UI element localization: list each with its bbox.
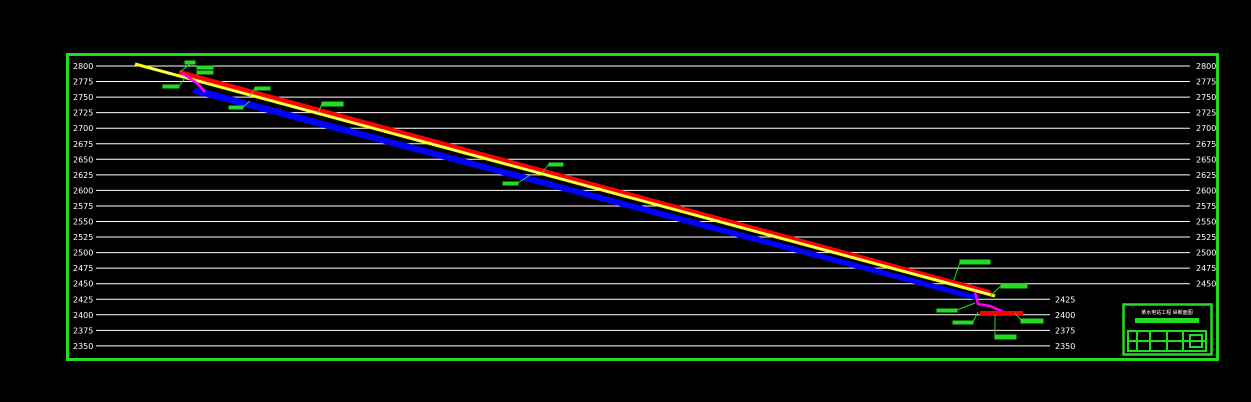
elevation-tick-label-right: 2525: [1196, 233, 1216, 242]
elevation-tick-label-right: 2675: [1196, 140, 1216, 149]
bottom-structure: [980, 311, 1023, 315]
callout-3: [162, 77, 186, 89]
elevation-tick-label-left: 2550: [73, 218, 93, 227]
elevation-tick-label-left: 2650: [73, 155, 93, 164]
elevation-tick-label-left: 2800: [73, 62, 93, 71]
callout-13: [1014, 312, 1044, 324]
elevation-tick-label-mid: 2350: [1055, 342, 1075, 351]
callout-7: [541, 162, 564, 174]
title-block-bar: [1135, 318, 1199, 323]
callout-5: [228, 100, 251, 110]
terrain-mark-lower: [973, 291, 1007, 315]
terrain-mark-upper: [181, 71, 206, 93]
elevation-tick-label-left: 2625: [73, 171, 93, 180]
elevation-tick-label-right: 2775: [1196, 78, 1216, 87]
callout-11: [936, 302, 976, 313]
title-block-heading: 某水电站工程 纵断面图: [1141, 309, 1193, 316]
elevation-tick-label-right: 2600: [1196, 186, 1216, 195]
elevation-tick-label-left: 2475: [73, 264, 93, 273]
surface-line-highlight: [149, 67, 991, 295]
elevation-tick-label-left: 2450: [73, 280, 93, 289]
elevation-tick-label-left: 2400: [73, 311, 93, 320]
elevation-tick-label-mid: 2375: [1055, 326, 1075, 335]
elevation-tick-label-right: 2575: [1196, 202, 1216, 211]
title-block-border: [1122, 303, 1213, 356]
elevation-tick-label-right: 2700: [1196, 124, 1216, 133]
elevation-tick-label-left: 2700: [73, 124, 93, 133]
callouts: [162, 60, 1044, 340]
elevation-gridlines: [96, 65, 1190, 347]
elevation-tick-label-right: 2500: [1196, 249, 1216, 258]
lower-profile-band: [192, 87, 980, 300]
callout-14: [994, 315, 1017, 340]
callout-1: [179, 60, 196, 73]
elevation-tick-label-right: 2800: [1196, 62, 1216, 71]
elevation-tick-label-right: 2475: [1196, 264, 1216, 273]
elevation-tick-label-left: 2500: [73, 249, 93, 258]
elevation-tick-label-left: 2575: [73, 202, 93, 211]
elevation-axis-left: 2800 2775 2750 2725 2700 2675 2650 2625 2600 2575…: [73, 62, 93, 351]
elevation-tick-label-right: 2625: [1196, 171, 1216, 180]
callout-6: [317, 101, 344, 114]
drawing-frame: [66, 53, 1219, 361]
elevation-tick-label-mid: 2400: [1055, 311, 1075, 320]
elevation-tick-label-left: 2350: [73, 342, 93, 351]
elevation-tick-label-right: 2725: [1196, 109, 1216, 118]
callout-2: [196, 65, 214, 75]
elevation-tick-label-left: 2775: [73, 78, 93, 87]
elevation-tick-label-left: 2675: [73, 140, 93, 149]
elevation-tick-label-mid: 2425: [1055, 295, 1075, 304]
elevation-tick-label-right: 2450: [1196, 280, 1216, 289]
elevation-tick-label-left: 2600: [73, 186, 93, 195]
terrain-marks: [181, 71, 1007, 315]
elevation-tick-label-right: 2750: [1196, 93, 1216, 102]
callout-8: [502, 174, 531, 186]
elevation-tick-label-left: 2425: [73, 295, 93, 304]
elevation-tick-label-left: 2525: [73, 233, 93, 242]
elevation-tick-label-left: 2375: [73, 326, 93, 335]
elevation-axis-right: 2800 2775 2750 2725 2700 2675 2650 2625 2600 2575…: [1196, 62, 1216, 289]
elevation-tick-label-right: 2650: [1196, 155, 1216, 164]
callout-4: [249, 86, 271, 97]
elevation-axis-mid: 2425 2400 2375 2350: [1055, 295, 1075, 351]
elevation-tick-label-left: 2750: [73, 93, 93, 102]
title-block-glyphs: [1127, 330, 1207, 352]
elevation-tick-label-right: 2550: [1196, 218, 1216, 227]
callout-12: [952, 311, 979, 325]
elevation-tick-label-left: 2725: [73, 109, 93, 118]
callout-9: [953, 259, 991, 281]
callout-10: [989, 283, 1028, 297]
title-block: 某水电站工程 纵断面图: [1122, 303, 1213, 356]
